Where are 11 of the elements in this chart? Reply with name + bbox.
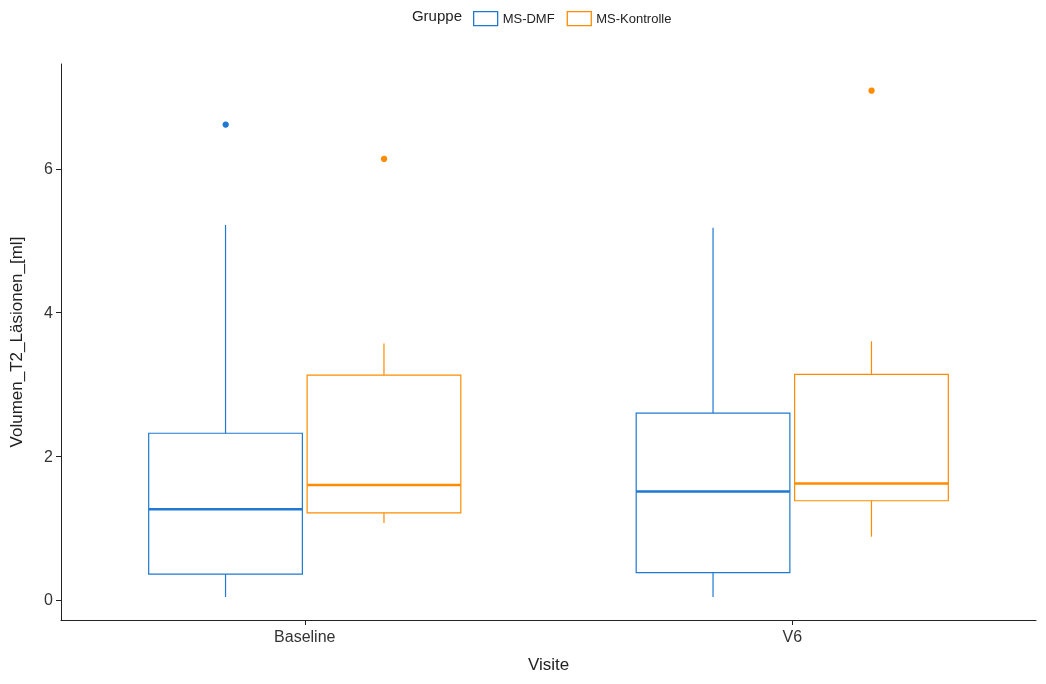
x-tick-label: Baseline bbox=[274, 627, 336, 645]
x-axis-title: Visite bbox=[527, 655, 570, 674]
y-tick-label: 2 bbox=[44, 447, 54, 465]
y-tick-label: 0 bbox=[44, 591, 54, 609]
legend-label: MS-DMF bbox=[502, 11, 555, 27]
legend-title: Gruppe bbox=[411, 7, 462, 24]
y-tick-label: 6 bbox=[44, 160, 54, 178]
x-tick-label: V6 bbox=[782, 627, 803, 645]
y-axis-title: Volumen_T2_Läsionen_[ml] bbox=[7, 236, 26, 448]
legend-label: MS-Kontrolle bbox=[596, 11, 672, 27]
y-tick-label: 4 bbox=[44, 304, 54, 322]
